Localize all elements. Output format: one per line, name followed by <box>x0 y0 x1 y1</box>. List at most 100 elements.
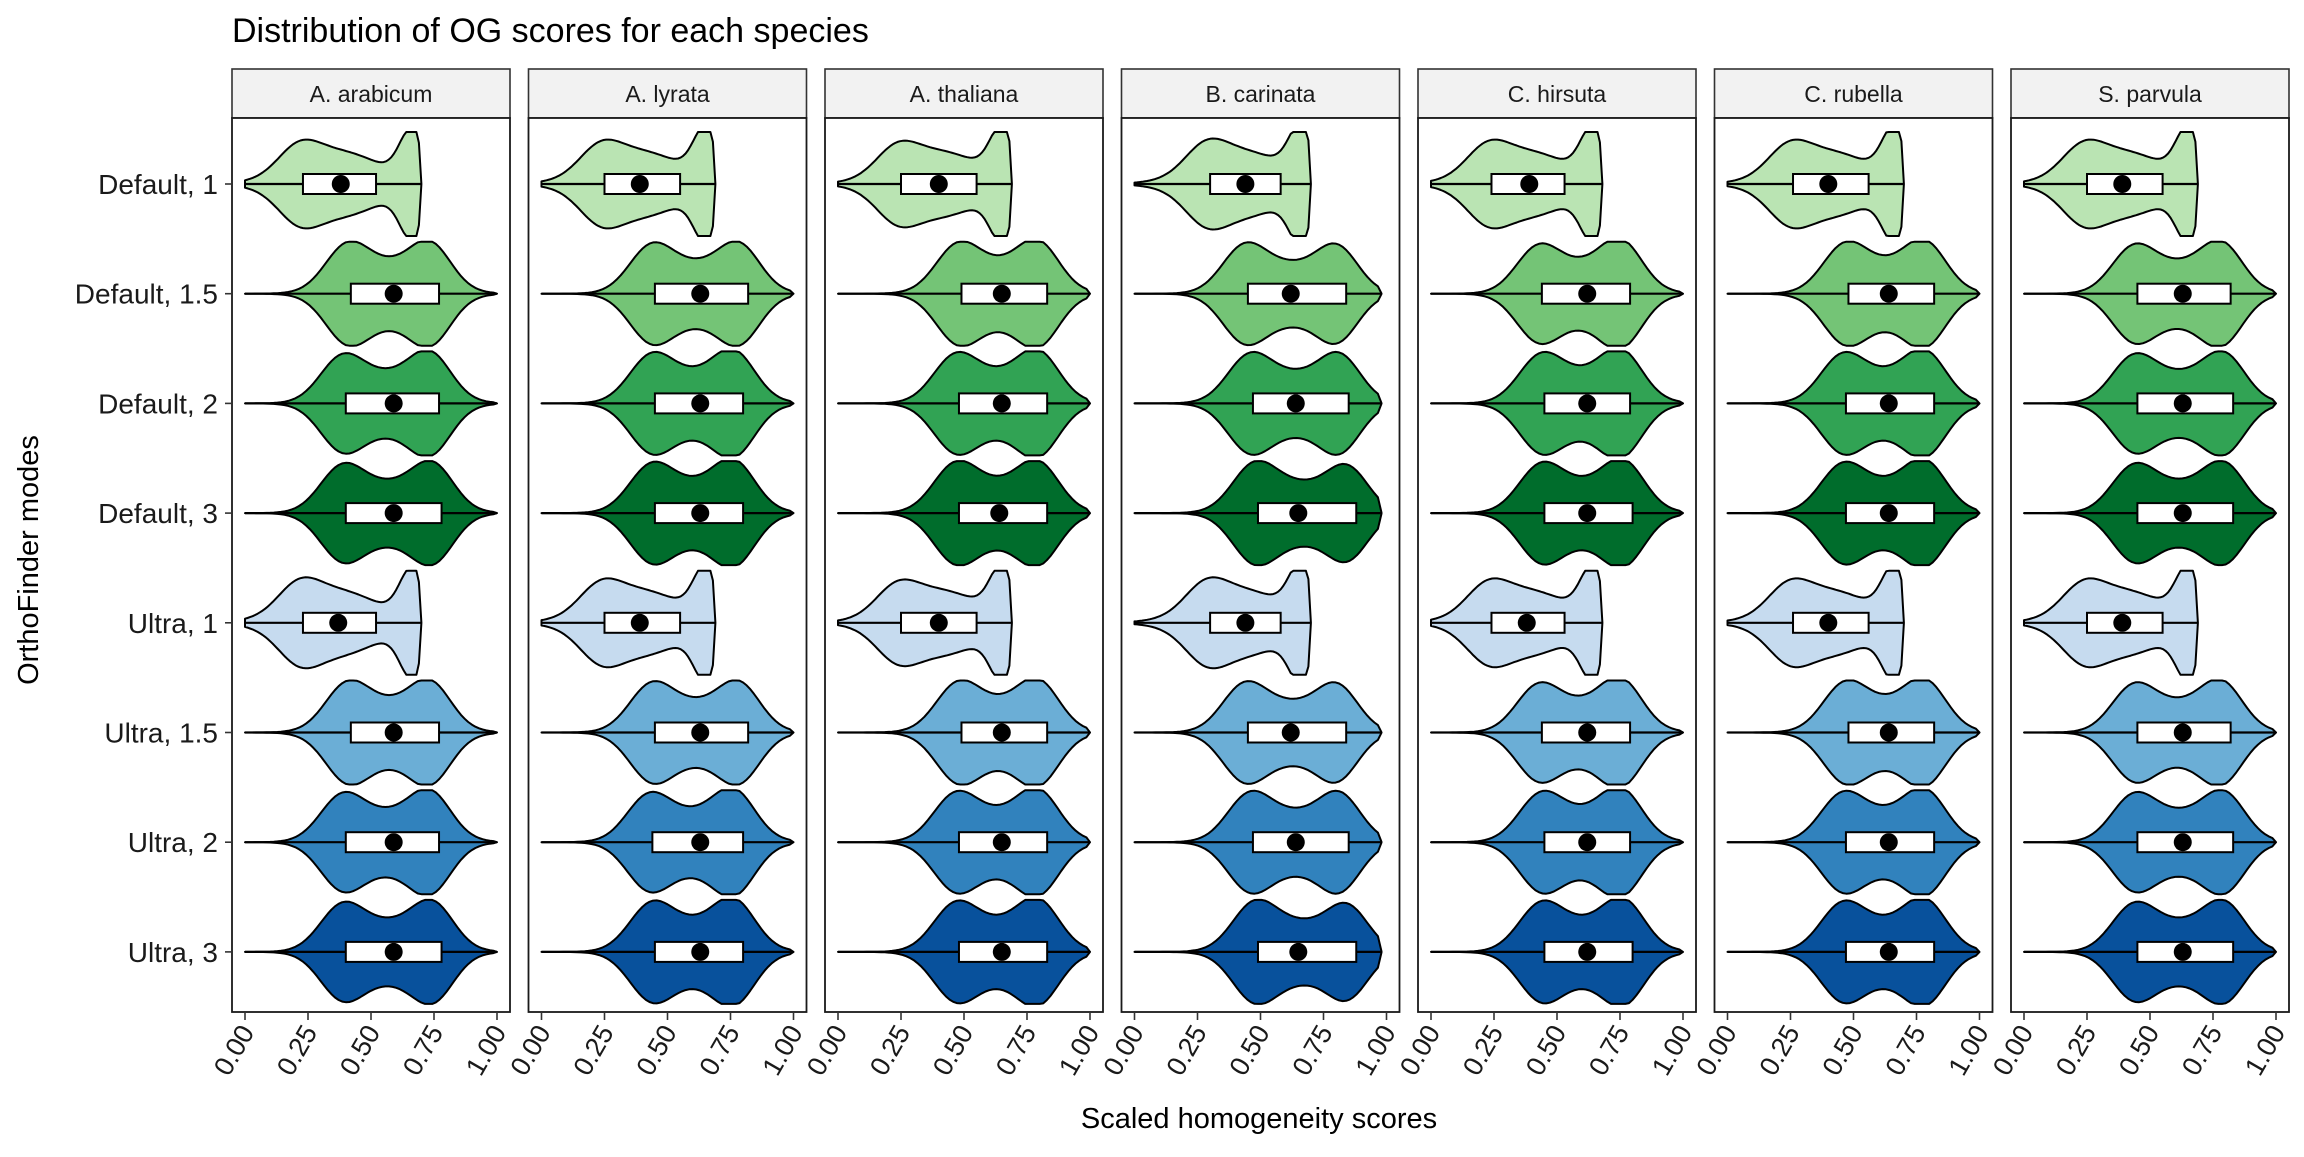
x-tick-label: 0.00 <box>1394 1020 1446 1081</box>
y-tick-label: Default, 1 <box>98 169 218 200</box>
x-tick-label: 0.25 <box>1753 1020 1805 1081</box>
mean-point <box>691 833 710 852</box>
x-tick-label: 0.25 <box>1457 1020 1509 1081</box>
x-tick-label: 0.50 <box>1223 1020 1275 1081</box>
mean-point <box>1578 504 1597 523</box>
mean-point <box>1289 942 1308 961</box>
x-tick-label: 0.75 <box>397 1020 449 1081</box>
chart-title: Distribution of OG scores for each speci… <box>232 12 869 50</box>
strip-label: S. parvula <box>2098 81 2202 107</box>
x-tick-label: 0.00 <box>1987 1020 2039 1081</box>
mean-point <box>1236 613 1255 632</box>
x-tick-label: 0.75 <box>2176 1020 2228 1081</box>
mean-point <box>1879 284 1898 303</box>
x-tick-label: 0.75 <box>1879 1020 1931 1081</box>
mean-point <box>992 942 1011 961</box>
x-tick-label: 0.75 <box>1286 1020 1338 1081</box>
mean-point <box>1578 284 1597 303</box>
mean-point <box>992 723 1011 742</box>
x-tick-label: 0.25 <box>567 1020 619 1081</box>
strip-header <box>1713 68 1994 119</box>
mean-point <box>1879 942 1898 961</box>
strip-label: A. arabicum <box>310 81 433 107</box>
mean-point <box>1517 613 1536 632</box>
mean-point <box>2173 394 2192 413</box>
mean-point <box>384 504 403 523</box>
mean-point <box>1578 394 1597 413</box>
strip-label: A. lyrata <box>625 81 710 107</box>
mean-point <box>1578 723 1597 742</box>
y-tick-label: Ultra, 3 <box>128 937 218 968</box>
strip-label: C. rubella <box>1804 81 1903 107</box>
mean-point <box>1879 394 1898 413</box>
x-tick-label: 0.00 <box>1690 1020 1742 1081</box>
mean-point <box>1236 175 1255 193</box>
x-tick-label: 0.50 <box>927 1020 979 1081</box>
x-tick-label: 0.00 <box>1097 1020 1149 1081</box>
y-tick-label: Ultra, 1.5 <box>104 718 218 749</box>
panel-a-lyrata: A. lyrata 0.00 0.25 0.50 0.75 1.00 <box>504 68 809 1081</box>
y-axis: Default, 1 Default, 1.5 Default, 2 Default,… <box>75 169 232 968</box>
panel-a-arabicum: A. arabicum 0.00 0.25 0.50 0.75 1.00 <box>208 68 512 1081</box>
mean-point <box>630 175 649 193</box>
mean-point <box>992 394 1011 413</box>
mean-point <box>329 613 348 632</box>
x-tick-label: 0.50 <box>1816 1020 1868 1081</box>
panel-b-carinata: B. carinata 0.00 0.25 0.50 0.75 1.00 <box>1097 68 1402 1081</box>
mean-point <box>2173 284 2192 303</box>
x-tick-label: 0.50 <box>334 1020 386 1081</box>
strip-header <box>2010 68 2290 119</box>
strip-label: C. hirsuta <box>1508 81 1607 107</box>
x-tick-label: 0.00 <box>801 1020 853 1081</box>
mean-point <box>384 284 403 303</box>
x-tick-label: 0.00 <box>504 1020 556 1081</box>
mean-point <box>1520 175 1539 193</box>
mean-point <box>2173 942 2192 961</box>
x-tick-label: 1.00 <box>1053 1020 1105 1081</box>
x-tick-label: 0.75 <box>1583 1020 1635 1081</box>
x-tick-label: 0.25 <box>271 1020 323 1081</box>
x-tick-label: 1.00 <box>1646 1020 1698 1081</box>
mean-point <box>929 175 948 193</box>
y-tick-label: Ultra, 1 <box>128 608 218 639</box>
mean-point <box>1286 833 1305 852</box>
strip-header <box>1417 68 1697 119</box>
x-tick-label: 1.00 <box>1349 1020 1401 1081</box>
x-tick-label: 0.00 <box>208 1020 260 1081</box>
mean-point <box>1879 723 1898 742</box>
x-tick-label: 0.25 <box>2050 1020 2102 1081</box>
strip-header <box>231 68 511 119</box>
mean-point <box>1281 284 1300 303</box>
mean-point <box>2173 504 2192 523</box>
mean-point <box>990 504 1009 523</box>
mean-point <box>1289 504 1308 523</box>
strip-header <box>527 68 808 119</box>
mean-point <box>1578 833 1597 852</box>
mean-point <box>384 723 403 742</box>
mean-point <box>1578 942 1597 961</box>
mean-point <box>2113 175 2132 193</box>
x-tick-label: 0.25 <box>864 1020 916 1081</box>
mean-point <box>929 613 948 632</box>
x-tick-label: 1.00 <box>2239 1020 2291 1081</box>
mean-point <box>992 833 1011 852</box>
mean-point <box>1286 394 1305 413</box>
mean-point <box>1819 175 1838 193</box>
mean-point <box>2113 613 2132 632</box>
strip-label: A. thaliana <box>910 81 1019 107</box>
y-axis-title: OrthoFinder modes <box>13 435 45 685</box>
y-tick-label: Default, 3 <box>98 498 218 529</box>
mean-point <box>992 284 1011 303</box>
mean-point <box>384 394 403 413</box>
strip-header <box>1120 68 1401 119</box>
strip-header <box>824 68 1104 119</box>
mean-point <box>1281 723 1300 742</box>
x-tick-label: 1.00 <box>460 1020 512 1081</box>
mean-point <box>1879 833 1898 852</box>
mean-point <box>691 942 710 961</box>
y-tick-label: Ultra, 2 <box>128 827 218 858</box>
mean-point <box>2173 833 2192 852</box>
mean-point <box>691 394 710 413</box>
mean-point <box>2173 723 2192 742</box>
